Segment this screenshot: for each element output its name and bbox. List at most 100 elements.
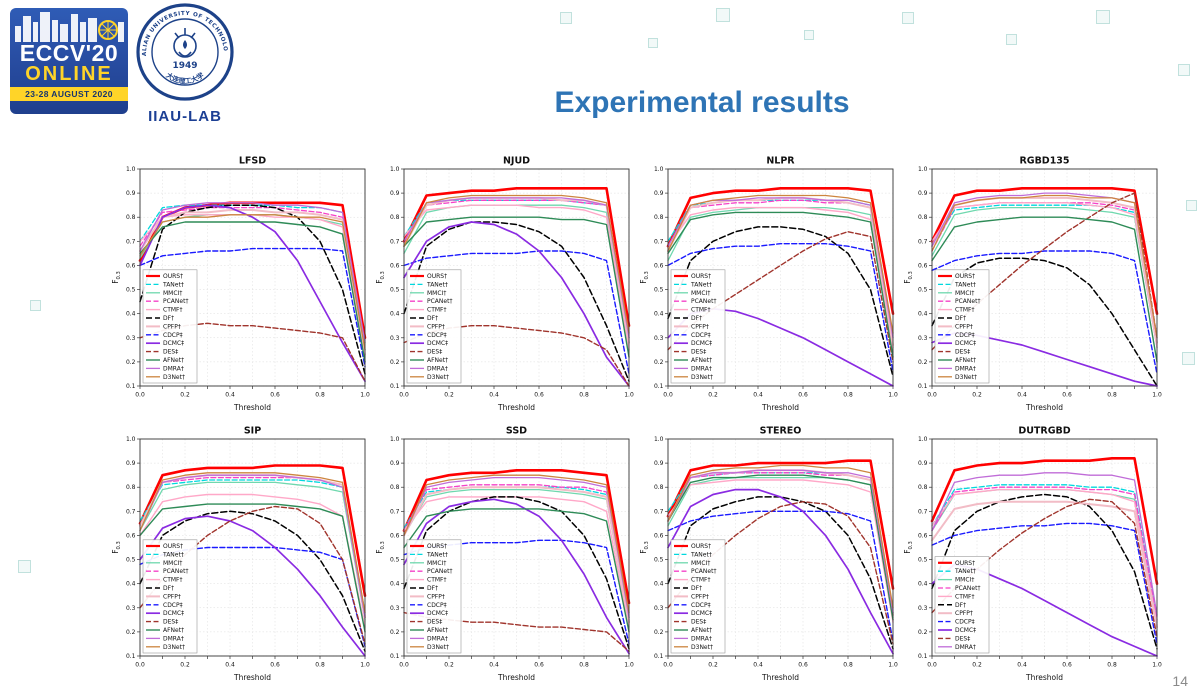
svg-text:1.0: 1.0 [390,436,400,443]
series-OURS [402,186,631,327]
series-CPFP [403,486,630,624]
svg-text:DCMC‡: DCMC‡ [163,340,184,347]
svg-text:0.6: 0.6 [1062,662,1072,669]
svg-text:DCMC‡: DCMC‡ [955,340,976,347]
svg-text:0.4: 0.4 [489,662,499,669]
svg-text:1.0: 1.0 [360,662,370,669]
svg-text:0.6: 0.6 [126,262,136,269]
series-OURS [930,186,1159,315]
svg-text:0.5: 0.5 [654,287,664,294]
svg-text:0.3: 0.3 [126,335,136,342]
svg-text:0.4: 0.4 [390,311,400,318]
svg-text:DES‡: DES‡ [955,349,970,356]
series-CTMF [403,204,630,351]
svg-text:DF†: DF† [955,602,966,609]
svg-text:DMRA†: DMRA† [691,635,712,642]
background-decoration [30,300,41,311]
svg-text:0.7: 0.7 [390,238,400,245]
svg-text:0.6: 0.6 [798,662,808,669]
svg-text:PCANet†: PCANet† [691,568,716,575]
svg-text:CPFP†: CPFP† [163,323,181,330]
background-decoration [1006,34,1017,45]
svg-text:0.0: 0.0 [135,392,145,399]
y-axis-label: F0.3 [903,541,914,554]
svg-text:0.2: 0.2 [444,662,454,669]
background-decoration [716,8,730,22]
svg-text:0.9: 0.9 [918,190,928,197]
svg-text:0.2: 0.2 [918,629,928,636]
svg-text:0.3: 0.3 [918,335,928,342]
svg-text:0.6: 0.6 [270,392,280,399]
chart-ssd: 0.1 0.2 0.3 0.4 0.5 0.6 0.7 0.8 0.9 1.0 0.0 0.2 0.4 0… [374,423,636,685]
svg-text:Threshold: Threshold [1025,673,1063,682]
svg-text:CPFP†: CPFP† [427,323,445,330]
series-DMRA [139,474,366,619]
svg-text:0.4: 0.4 [126,581,136,588]
svg-text:1.0: 1.0 [654,436,664,443]
svg-text:DES‡: DES‡ [427,349,442,356]
series-PCANet [403,484,630,621]
series-AFNet [139,221,366,363]
background-decoration [18,560,31,573]
chart-lfsd: 0.1 0.2 0.3 0.4 0.5 0.6 0.7 0.8 0.9 1.0 0.0 0.2 0.4 0… [110,153,372,415]
svg-text:0.6: 0.6 [654,532,664,539]
svg-text:0.1: 0.1 [654,653,664,660]
svg-text:0.1: 0.1 [654,383,664,390]
dut-logo-block: DALIAN UNIVERSITY OF TECHNOLOGY 1949 大连理… [132,0,236,125]
svg-text:0.4: 0.4 [225,662,235,669]
svg-text:DES‡: DES‡ [163,349,178,356]
background-decoration [560,12,572,24]
y-axis-label: F0.3 [903,271,914,284]
svg-text:0.4: 0.4 [654,581,664,588]
svg-text:MMCI†: MMCI† [163,290,182,297]
svg-text:CPFP†: CPFP† [955,323,973,330]
svg-text:1.0: 1.0 [624,392,634,399]
svg-text:1.0: 1.0 [1152,662,1162,669]
svg-text:Threshold: Threshold [1025,403,1063,412]
series-CTMF [667,479,894,623]
svg-text:CPFP†: CPFP† [427,593,445,600]
svg-text:0.0: 0.0 [399,392,409,399]
svg-text:1.0: 1.0 [126,166,136,173]
svg-text:0.6: 0.6 [126,532,136,539]
series-CDCP [667,510,894,643]
svg-text:CTMF†: CTMF† [691,307,710,314]
series-DCMC [139,204,366,383]
svg-text:0.9: 0.9 [654,190,664,197]
background-decoration [902,12,914,24]
svg-text:0.8: 0.8 [315,662,325,669]
svg-text:0.6: 0.6 [798,392,808,399]
svg-text:1.0: 1.0 [624,662,634,669]
svg-text:0.2: 0.2 [972,392,982,399]
svg-text:0.2: 0.2 [126,359,136,366]
chart-canvas: 0.1 0.2 0.3 0.4 0.5 0.6 0.7 0.8 0.9 1.0 0.0 0.2 0.4 0… [111,156,370,413]
svg-text:1.0: 1.0 [888,392,898,399]
series-DF [931,257,1158,387]
svg-text:0.1: 0.1 [390,653,400,660]
chart-legend: OURS†TANet† MMCI†PCANet† CTMF†DF†CPFP† CDCP… [406,269,462,384]
series-DMRA [403,197,630,339]
svg-text:Threshold: Threshold [233,673,271,682]
svg-text:1.0: 1.0 [126,436,136,443]
background-decoration [1178,64,1190,76]
svg-text:0.3: 0.3 [654,605,664,612]
svg-text:CDCP‡: CDCP‡ [691,332,711,339]
svg-text:Threshold: Threshold [233,403,271,412]
series-D3Net [403,194,630,334]
svg-text:0.3: 0.3 [126,605,136,612]
series-AFNet [139,503,366,633]
background-decoration [1186,200,1197,211]
svg-text:0.2: 0.2 [180,392,190,399]
svg-text:1.0: 1.0 [1152,392,1162,399]
svg-text:DCMC‡: DCMC‡ [955,627,976,634]
svg-text:CDCP‡: CDCP‡ [955,332,975,339]
svg-text:0.8: 0.8 [918,484,928,491]
series-DMRA [403,476,630,619]
svg-text:D3Net†: D3Net† [955,374,977,381]
svg-text:PCANet†: PCANet† [955,585,980,592]
svg-text:0.1: 0.1 [918,383,928,390]
series-CTMF [667,206,894,353]
svg-text:DMRA†: DMRA† [427,635,448,642]
svg-text:1.0: 1.0 [888,662,898,669]
chart-canvas: 0.1 0.2 0.3 0.4 0.5 0.6 0.7 0.8 0.9 1.0 0.0 0.2 0.4 0… [375,426,634,683]
